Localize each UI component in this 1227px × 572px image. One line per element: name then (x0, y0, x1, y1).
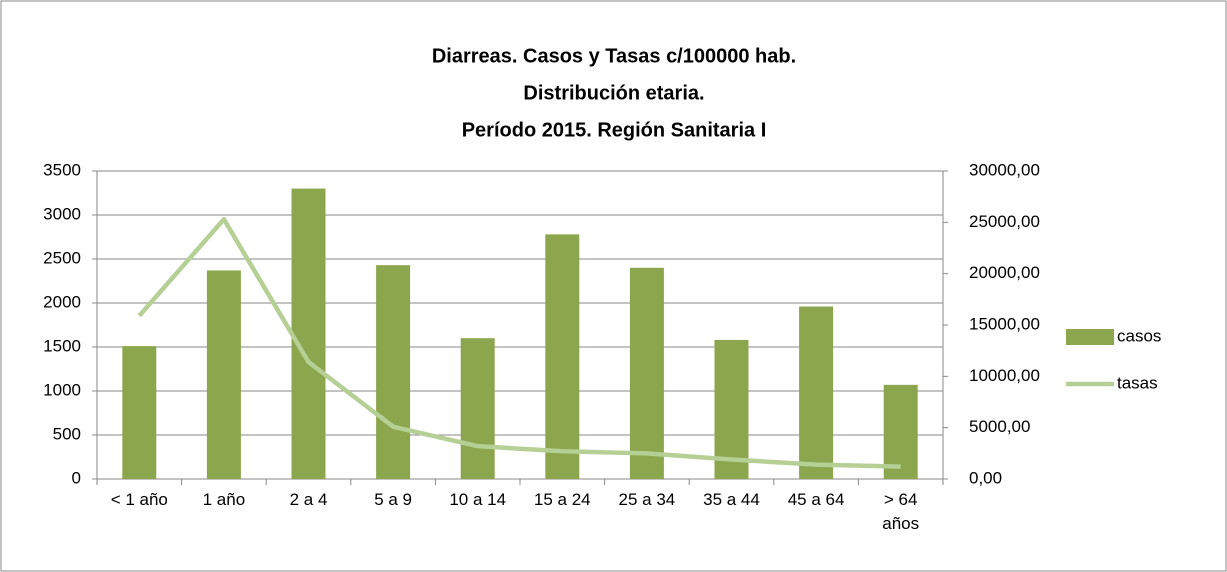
x-tick-label: 2 a 4 (289, 490, 328, 509)
y2-tick-label: 20000,00 (969, 263, 1040, 282)
x-tick-label: 35 a 44 (703, 490, 760, 509)
bar (714, 339, 749, 479)
x-tick-label: 25 a 34 (618, 490, 676, 509)
y2-tick-label: 10000,00 (969, 366, 1040, 385)
y-tick-label: 2000 (43, 292, 81, 311)
bar (206, 270, 241, 479)
y-tick-label: 3000 (43, 204, 81, 223)
line (137, 217, 901, 469)
x-tick-label: 5 a 9 (374, 490, 412, 509)
y-tick-label: 500 (53, 424, 81, 443)
chart-title: Distribución etaria. (523, 82, 704, 104)
chart-title: Diarreas. Casos y Tasas c/100000 hab. (432, 45, 796, 67)
legend-label: casos (1117, 326, 1161, 345)
x-tick-label: 15 a 24 (533, 490, 591, 509)
y-tick-label: 1000 (43, 380, 81, 399)
bar (883, 384, 918, 479)
bar (545, 234, 580, 479)
bar (799, 306, 834, 479)
x-tick-label: 45 a 64 (787, 490, 845, 509)
x-tick-label: > 64 años (882, 490, 920, 533)
bar (291, 188, 326, 479)
y2-tick-label: 15000,00 (969, 314, 1040, 333)
bar (460, 338, 495, 479)
y-tick-label: 0 (72, 468, 81, 487)
legend-label: tasas (1117, 373, 1158, 392)
y2-tick-label: 25000,00 (969, 212, 1040, 231)
y2-tick-label: 5000,00 (969, 417, 1030, 436)
chart-title: Período 2015. Región Sanitaria I (462, 119, 767, 141)
y-tick-label: 1500 (43, 336, 81, 355)
y2-tick-label: 30000,00 (969, 160, 1040, 179)
bar (629, 267, 664, 479)
x-tick-label: 1 año (202, 490, 246, 509)
legend-swatch (1066, 329, 1114, 345)
bar (122, 346, 157, 479)
y-tick-label: 3500 (43, 160, 81, 179)
bar (376, 265, 411, 479)
y-tick-label: 2500 (43, 248, 81, 267)
y2-tick-label: 0,00 (969, 468, 1002, 487)
x-tick-label: < 1 año (110, 490, 168, 509)
x-tick-label: 10 a 14 (449, 490, 507, 509)
